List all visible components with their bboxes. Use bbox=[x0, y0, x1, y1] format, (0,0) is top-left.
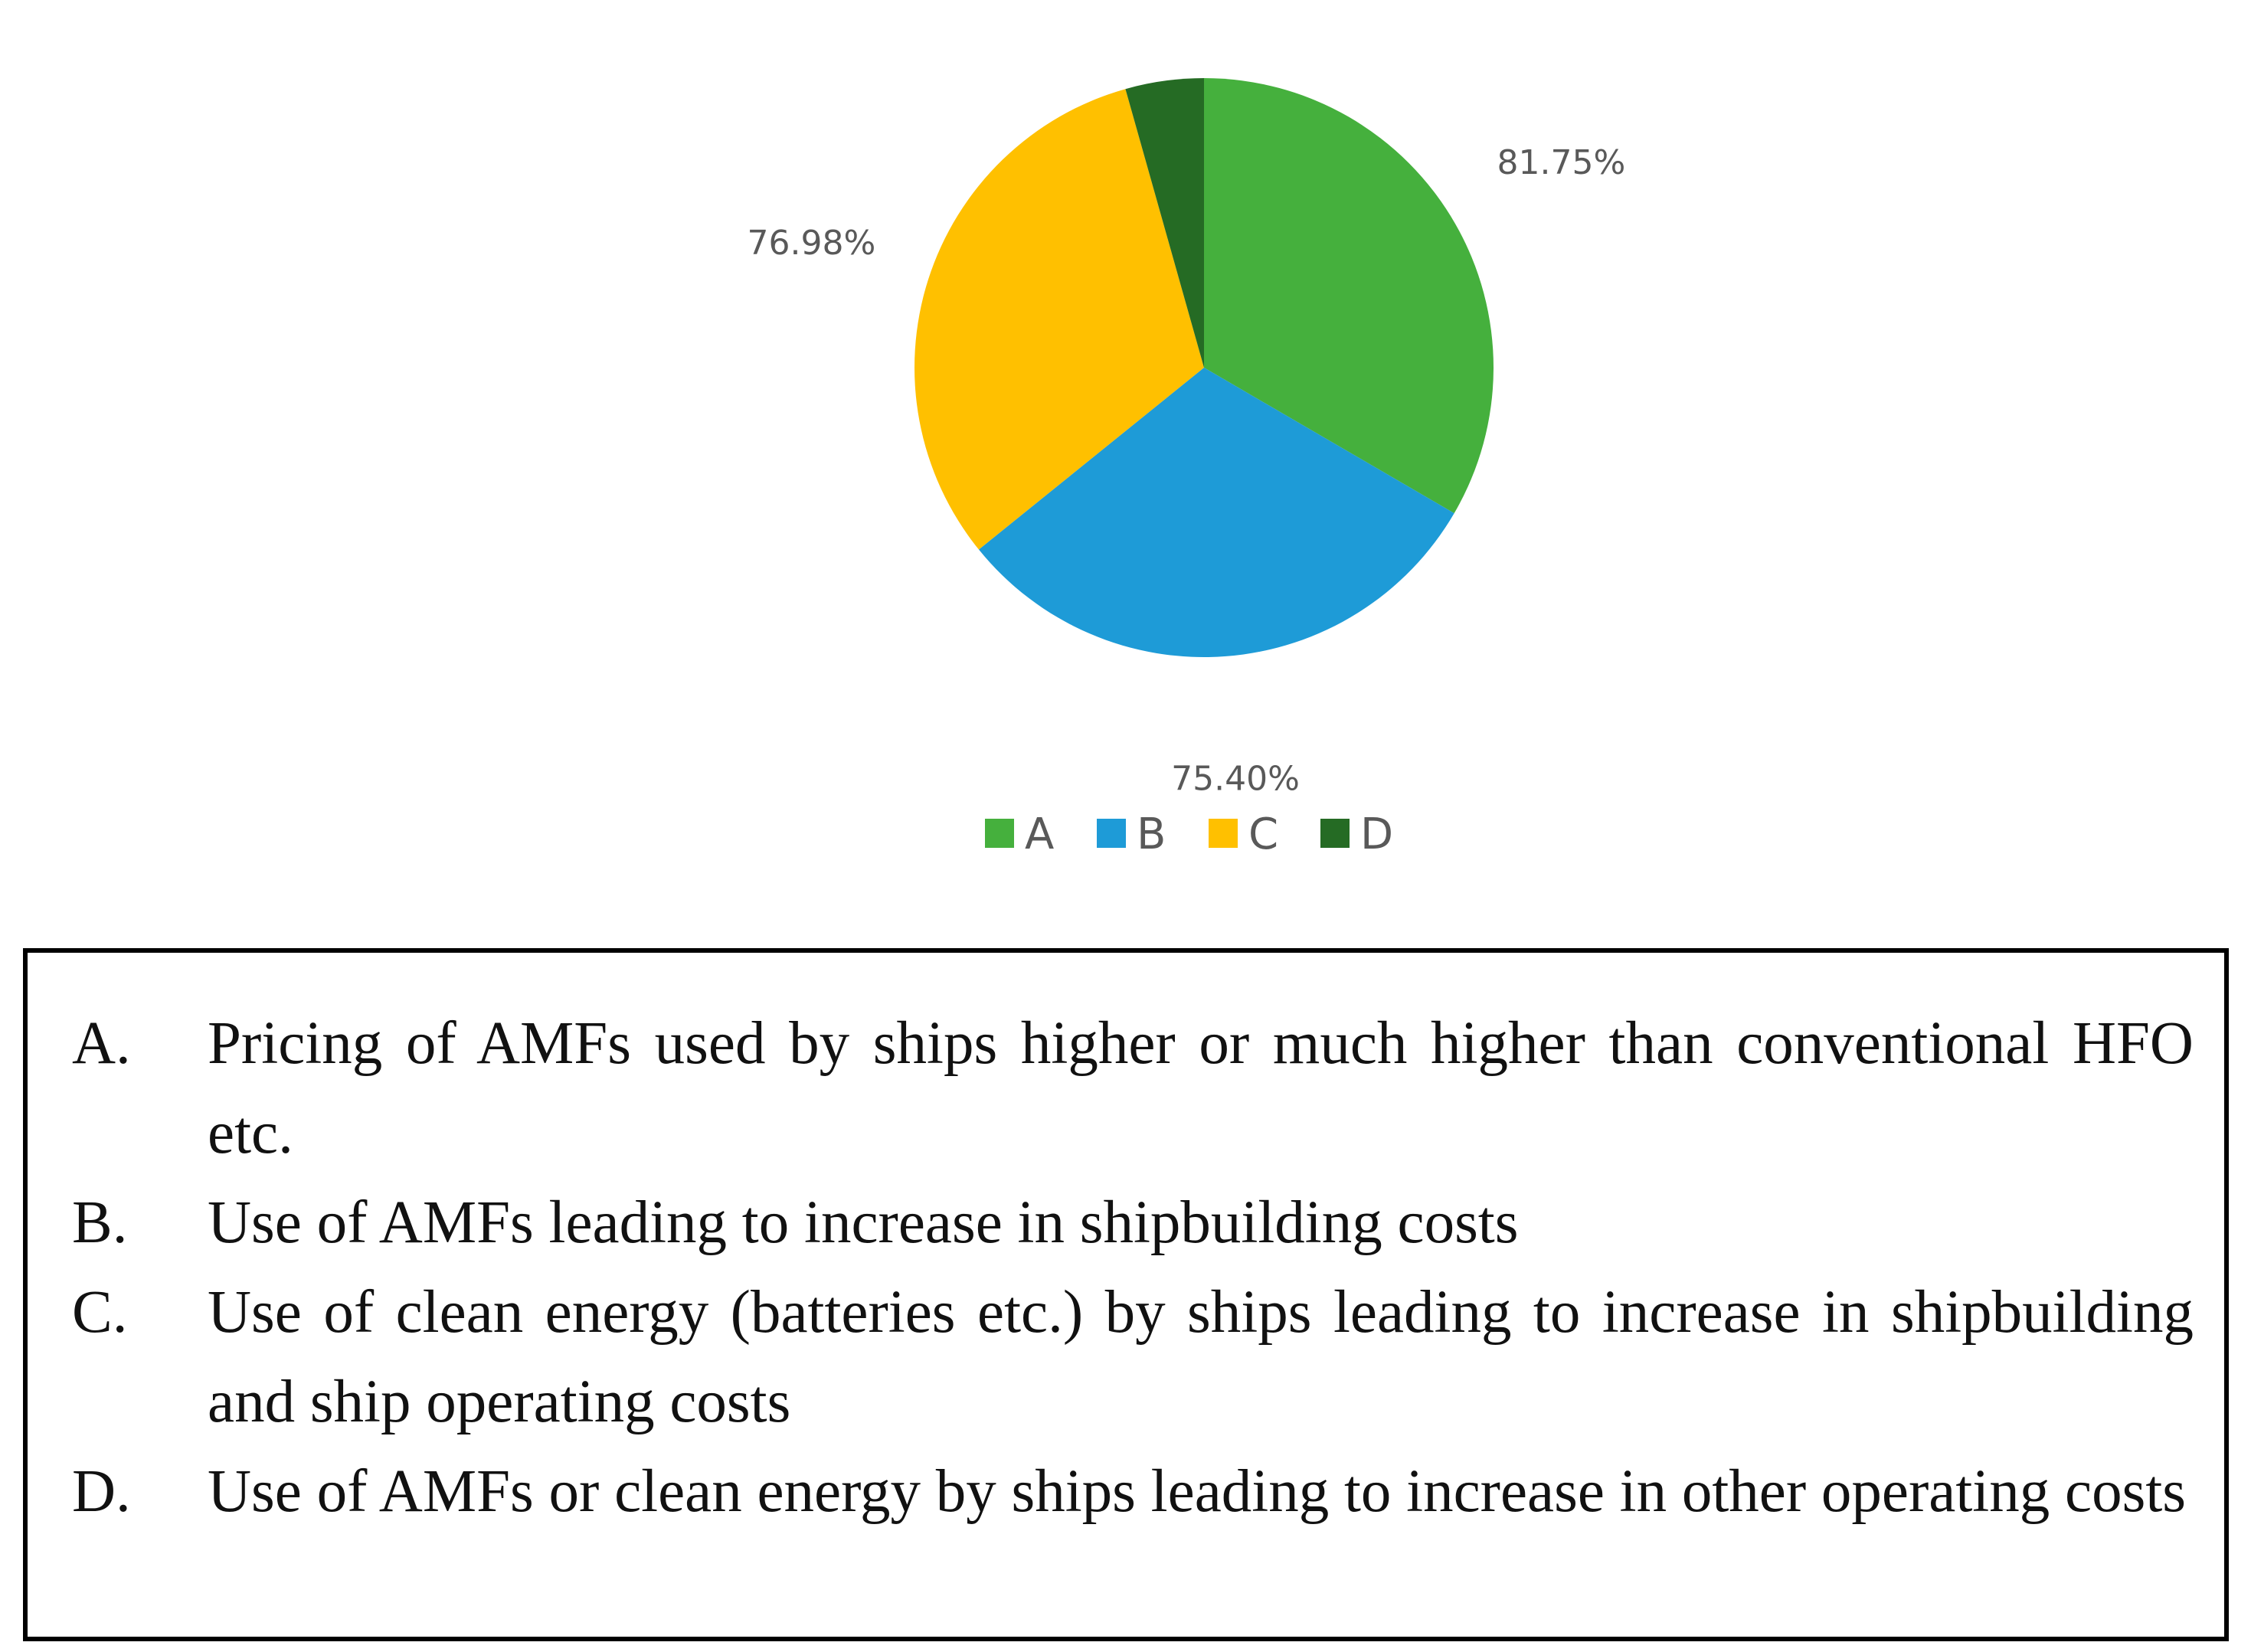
description-text: Use of clean energy (batteries etc.) by … bbox=[208, 1279, 2194, 1435]
description-letter: B. bbox=[72, 1189, 128, 1256]
pie-slices bbox=[914, 78, 1494, 657]
description-box: A. Pricing of AMFs used by ships higher … bbox=[23, 948, 2229, 1641]
pie-slice-b bbox=[978, 368, 1454, 657]
legend-swatch-d bbox=[1320, 819, 1350, 848]
description-item-d: D. Use of AMFs or clean energy by ships … bbox=[72, 1447, 2194, 1536]
description-letter: C. bbox=[72, 1279, 128, 1346]
chart-legend: A B C D bbox=[985, 810, 1393, 859]
description-text: Use of AMFs leading to increase in shipb… bbox=[208, 1189, 1519, 1256]
description-item-b: B. Use of AMFs leading to increase in sh… bbox=[72, 1178, 2194, 1268]
legend-label-b: B bbox=[1137, 810, 1166, 859]
description-letter: D. bbox=[72, 1458, 131, 1525]
pie-slice-a bbox=[1204, 78, 1494, 514]
legend-swatch-c bbox=[1209, 819, 1238, 848]
legend-swatch-b bbox=[1097, 819, 1126, 848]
pie-slice-d bbox=[1125, 78, 1204, 368]
slice-label-b: 75.40% bbox=[1171, 759, 1300, 798]
description-item-a: A. Pricing of AMFs used by ships higher … bbox=[72, 999, 2194, 1178]
pie-slice-c bbox=[914, 89, 1204, 550]
slice-label-a: 81.75% bbox=[1497, 143, 1626, 182]
description-item-c: C. Use of clean energy (batteries etc.) … bbox=[72, 1268, 2194, 1447]
description-list: A. Pricing of AMFs used by ships higher … bbox=[72, 999, 2194, 1536]
description-letter: A. bbox=[72, 1010, 131, 1077]
slice-labels: 81.75%75.40%76.98%10.71% bbox=[748, 143, 1626, 799]
legend-label-a: A bbox=[1025, 810, 1054, 859]
legend-swatch-a bbox=[985, 819, 1014, 848]
legend-label-d: D bbox=[1360, 810, 1393, 859]
slice-label-c: 76.98% bbox=[748, 224, 876, 263]
description-text: Pricing of AMFs used by ships higher or … bbox=[208, 1010, 2194, 1166]
legend-label-c: C bbox=[1248, 810, 1278, 859]
description-text: Use of AMFs or clean energy by ships lea… bbox=[208, 1458, 2187, 1525]
